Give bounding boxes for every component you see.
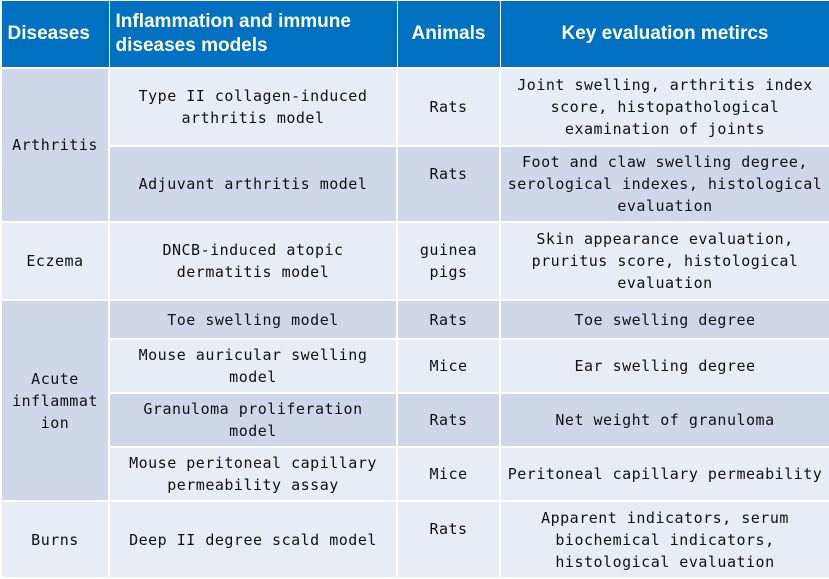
model-cell: DNCB-induced atopic dermatitis model (108, 221, 398, 301)
model-cell: Type II collagen-induced arthritis model (108, 67, 398, 147)
header-models: Inflammation and immune diseases models (108, 0, 398, 69)
metrics-cell: Peritoneal capillary permeability (499, 446, 829, 502)
model-cell: Adjuvant arthritis model (108, 145, 398, 223)
model-cell: Granuloma proliferation model (108, 392, 398, 448)
animal-cell: Rats (396, 145, 501, 223)
animal-cell: Rats (396, 67, 501, 147)
metrics-cell: Skin appearance evaluation, pruritus sco… (499, 221, 829, 301)
animal-cell: Rats (396, 299, 501, 340)
metrics-cell: Ear swelling degree (499, 338, 829, 394)
header-metrics: Key evaluation metircs (499, 0, 829, 69)
table-row: Eczema DNCB-induced atopic dermatitis mo… (0, 221, 829, 301)
table-row: Granuloma proliferation model Rats Net w… (1, 392, 829, 448)
header-diseases: Diseases (0, 0, 110, 69)
metrics-cell: Toe swelling degree (499, 299, 829, 340)
disease-cell: Eczema (0, 221, 110, 301)
table-row: Mouse peritoneal capillary permeability … (1, 446, 829, 502)
table-row: Burns Deep II degree scald model Rats Ap… (0, 500, 829, 579)
disease-cell: Acute inflammat ion (0, 299, 110, 502)
table-row: Acute inflammat ion Toe swelling model R… (0, 299, 829, 502)
animal-cell: Mice (396, 338, 501, 394)
table-row: Arthritis Type II collagen-induced arthr… (0, 67, 829, 223)
animal-cell: Rats (396, 392, 501, 448)
model-cell: Toe swelling model (108, 299, 398, 340)
animal-cell: Mice (396, 446, 501, 502)
metrics-cell: Apparent indicators, serum biochemical i… (499, 500, 829, 579)
model-cell: Mouse peritoneal capillary permeability … (108, 446, 398, 502)
animal-cell: Rats (396, 500, 501, 579)
model-cell: Deep II degree scald model (108, 500, 398, 579)
header-animals: Animals (396, 0, 501, 69)
animal-cell: guinea pigs (396, 221, 501, 301)
model-cell: Mouse auricular swelling model (108, 338, 398, 394)
disease-cell: Burns (0, 500, 110, 579)
metrics-cell: Net weight of granuloma (499, 392, 829, 448)
metrics-cell: Foot and claw swelling degree, serologic… (499, 145, 829, 223)
metrics-cell: Joint swelling, arthritis index score, h… (499, 67, 829, 147)
table-row: Mouse auricular swelling model Mice Ear … (1, 338, 829, 394)
table-row: Adjuvant arthritis model Rats Foot and c… (1, 145, 829, 223)
disease-cell: Arthritis (0, 67, 110, 223)
header-row: Diseases Inflammation and immune disease… (0, 0, 829, 69)
